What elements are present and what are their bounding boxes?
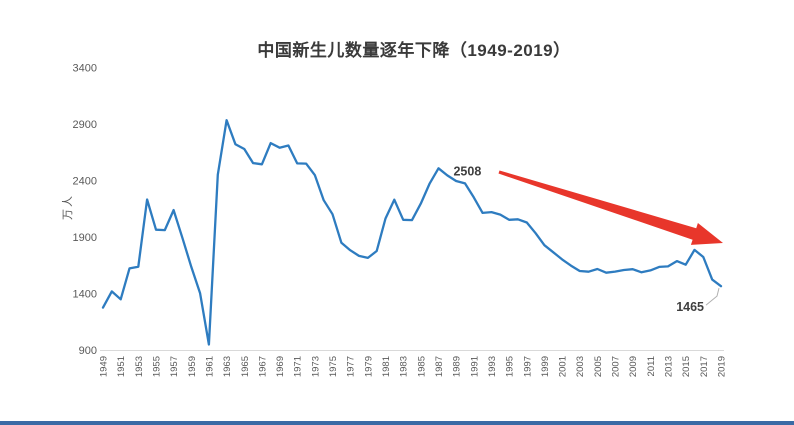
x-tick-label: 1957: [169, 356, 180, 377]
x-tick-label: 1979: [363, 356, 374, 377]
data-point-annotation: 2508: [453, 164, 481, 178]
x-tick-label: 2007: [611, 356, 622, 377]
bottom-accent-bar: [0, 421, 794, 425]
data-point-annotation: 1465: [676, 300, 704, 314]
x-tick-label: 1975: [328, 356, 339, 377]
x-tick-label: 1951: [116, 356, 127, 377]
x-tick-label: 1999: [540, 356, 551, 377]
x-tick-label: 1977: [346, 356, 357, 377]
x-tick-label: 1961: [204, 356, 215, 377]
y-tick-label: 2400: [73, 176, 97, 188]
x-tick-label: 2009: [628, 356, 639, 377]
chart-title: 中国新生儿数量逐年下降（1949-2019）: [257, 41, 571, 60]
x-tick-label: 1953: [134, 356, 145, 377]
x-tick-label: 1965: [240, 356, 251, 377]
x-tick-label: 1993: [487, 356, 498, 377]
x-tick-label: 1973: [310, 356, 321, 377]
x-tick-label: 1991: [469, 356, 480, 377]
x-tick-label: 1969: [275, 356, 286, 377]
y-tick-label: 1400: [73, 289, 97, 301]
x-tick-label: 2019: [717, 356, 728, 377]
x-tick-label: 1967: [257, 356, 268, 377]
x-tick-label: 2013: [664, 356, 675, 377]
x-tick-label: 1955: [152, 356, 163, 377]
x-tick-label: 1985: [416, 356, 427, 377]
x-tick-label: 1995: [505, 356, 516, 377]
x-tick-label: 1959: [187, 356, 198, 377]
x-tick-label: 1971: [293, 356, 304, 377]
y-tick-label: 3400: [73, 63, 97, 75]
x-tick-label: 2003: [575, 356, 586, 377]
x-tick-label: 2015: [681, 356, 692, 377]
y-tick-label: 2900: [73, 119, 97, 131]
x-tick-label: 1949: [99, 356, 110, 377]
x-tick-label: 1989: [452, 356, 463, 377]
x-tick-label: 2011: [646, 356, 657, 376]
annotation-leader-line: [705, 288, 720, 306]
x-tick-label: 1963: [222, 356, 233, 377]
y-tick-label: 900: [79, 345, 97, 357]
x-tick-label: 1987: [434, 356, 445, 377]
x-tick-label: 2017: [699, 356, 710, 377]
x-tick-label: 1983: [399, 356, 410, 377]
x-tick-label: 1981: [381, 356, 392, 377]
x-tick-label: 2005: [593, 356, 604, 377]
x-tick-label: 1997: [522, 356, 533, 377]
y-tick-label: 1900: [73, 232, 97, 244]
x-tick-label: 2001: [558, 356, 569, 377]
decline-arrow: [498, 170, 723, 245]
birth-count-line: [101, 119, 723, 346]
